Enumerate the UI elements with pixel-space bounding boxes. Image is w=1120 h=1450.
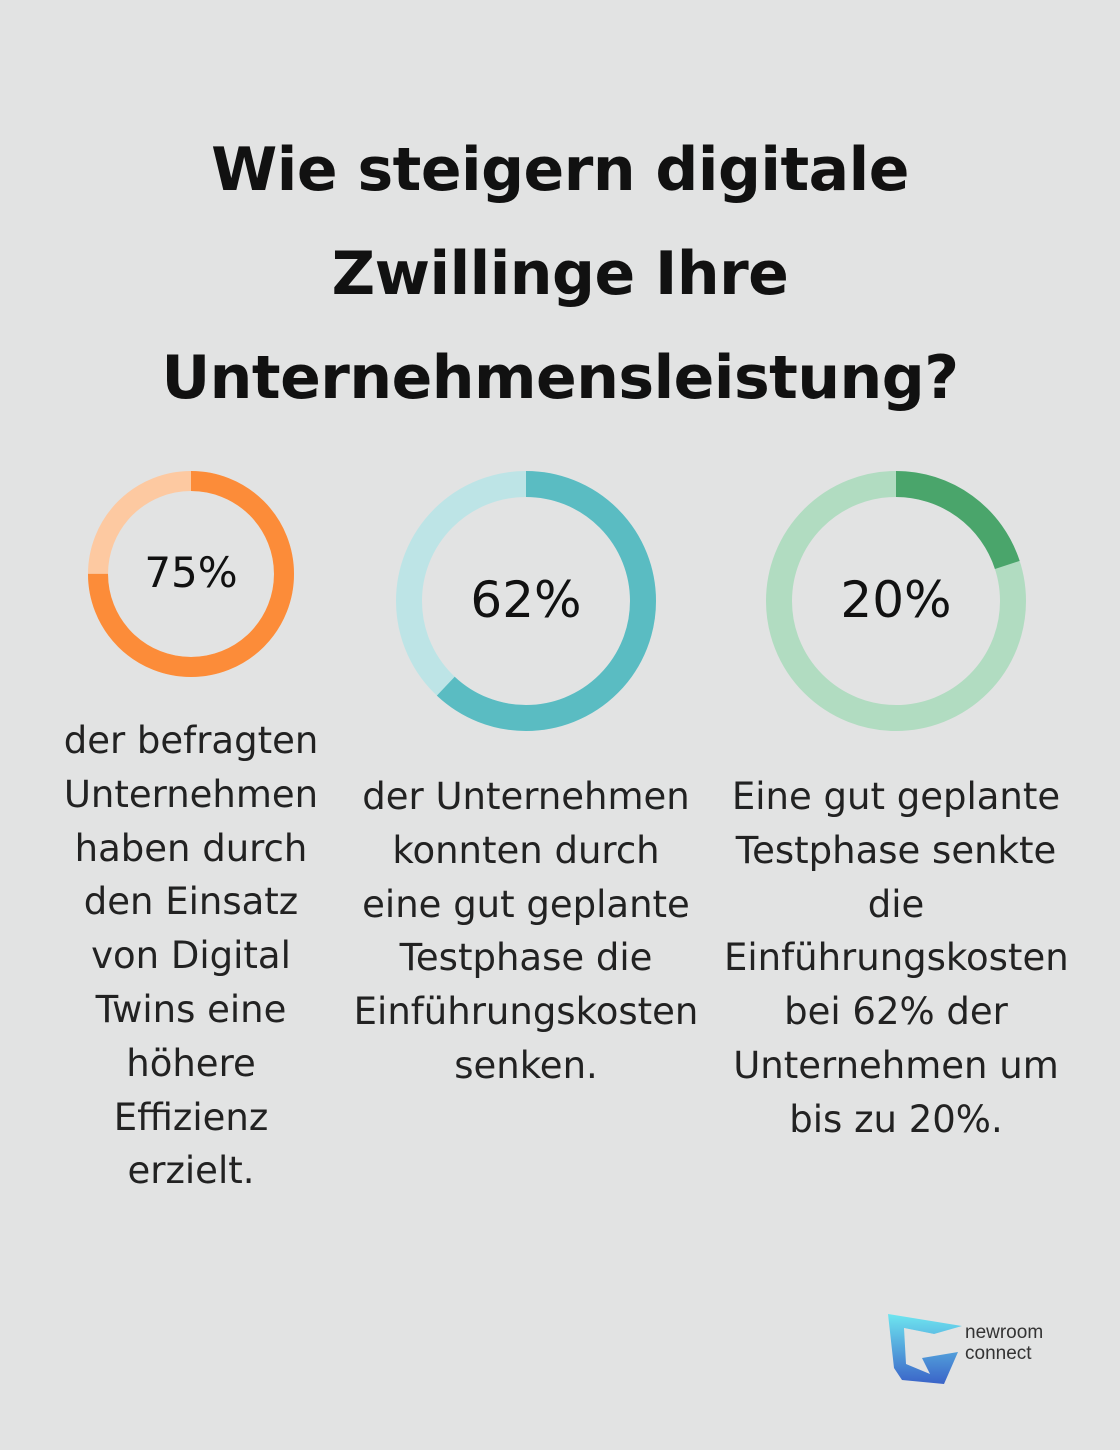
newroom-connect-logo: newroom connect — [886, 1312, 1066, 1392]
stat-description: der Unternehmen konnten durch eine gut g… — [353, 775, 699, 1087]
logo-text: newroom connect — [965, 1322, 1043, 1364]
stat-description: Eine gut geplante Testphase senkte die E… — [724, 775, 1069, 1141]
logo-mark-icon — [888, 1314, 962, 1384]
donut-value-arc — [396, 471, 656, 731]
donut-value-arc — [766, 471, 1026, 731]
percentage-label: 75% — [144, 548, 238, 597]
logo-line-1: newroom — [965, 1322, 1044, 1343]
donut-chart-cost-reduction — [396, 471, 656, 731]
percentage-label: 20% — [840, 571, 952, 629]
page-title: Wie steigern digitale Zwillinge Ihre Unt… — [161, 135, 959, 413]
stat-description: der befragten Unternehmen haben durch de… — [63, 719, 319, 1193]
logo-line-2: connect — [965, 1343, 1032, 1364]
donut-chart-cost-savings — [766, 471, 1026, 731]
donut-value-arc — [88, 471, 294, 677]
percentage-label: 62% — [470, 571, 582, 629]
donut-chart-efficiency — [88, 471, 294, 677]
